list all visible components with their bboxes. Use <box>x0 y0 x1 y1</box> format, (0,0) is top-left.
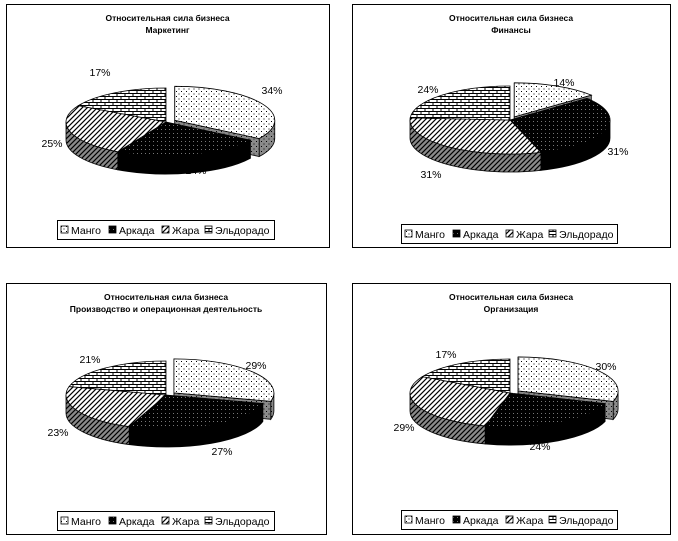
slice-Манго <box>517 356 619 402</box>
legend-label-Манго: Манго <box>71 225 101 237</box>
legend: Манго Аркада Жара Эльдорадо <box>401 224 618 244</box>
pie <box>409 82 611 173</box>
legend-label-Аркада: Аркада <box>463 229 499 241</box>
data-label-Аркада: 31% <box>607 146 628 158</box>
legend-swatch-Аркада <box>108 516 117 525</box>
slice-Аркада <box>116 121 252 157</box>
legend: Манго Аркада Жара Эльдорадо <box>57 511 275 531</box>
chart-title: Относительная сила бизнеса <box>449 13 573 23</box>
legend-label-Эльдорадо: Эльдорадо <box>215 516 270 528</box>
legend-label-Аркада: Аркада <box>463 515 499 527</box>
chart-panel-1: Относительная сила бизнеса Маркетинг 34% 24… <box>6 4 330 248</box>
legend-label-Манго: Манго <box>71 516 101 528</box>
data-label-Эльдорадо: 17% <box>89 67 110 79</box>
legend-label-Жара: Жара <box>172 516 199 528</box>
chart-panel-4: Относительная сила бизнеса Организация 30%… <box>352 283 671 535</box>
legend-label-Жара: Жара <box>516 229 543 241</box>
legend-label-Манго: Манго <box>415 515 445 527</box>
legend-label-Аркада: Аркада <box>119 516 155 528</box>
slice-Эльдорадо <box>409 85 511 121</box>
slice-Жара <box>409 117 542 155</box>
legend-label-Эльдорадо: Эльдорадо <box>215 225 270 237</box>
chart-title: Относительная сила бизнеса <box>104 292 228 302</box>
chart-subtitle: Финансы <box>491 25 530 35</box>
data-label-Манго: 29% <box>245 360 266 372</box>
legend-label-Эльдорадо: Эльдорадо <box>559 515 614 527</box>
data-label-Эльдорадо: 21% <box>79 354 100 366</box>
legend-swatch-Эльдорадо <box>204 516 213 525</box>
legend-swatch-Аркада <box>452 515 461 524</box>
slice-Манго <box>173 358 275 402</box>
slice-Аркада <box>128 394 264 430</box>
legend-swatch-Эльдорадо <box>548 515 557 524</box>
data-label-Аркада: 24% <box>529 441 550 453</box>
pie <box>65 358 275 448</box>
legend-label-Жара: Жара <box>172 225 199 237</box>
data-label-Жара: 31% <box>420 169 441 181</box>
data-label-Жара: 25% <box>41 138 62 150</box>
slice-Манго <box>174 85 276 139</box>
chart-subtitle: Производство и операционная деятельность <box>70 304 262 314</box>
legend-swatch-Аркада <box>108 225 117 234</box>
slice-Эльдорадо <box>68 360 167 396</box>
legend-swatch-Эльдорадо <box>204 225 213 234</box>
data-label-Эльдорадо: 24% <box>417 84 438 96</box>
legend-swatch-Манго <box>404 515 413 524</box>
legend: Манго Аркада Жара Эльдорадо <box>57 220 275 240</box>
legend-label-Аркада: Аркада <box>119 225 155 237</box>
pie <box>65 85 276 175</box>
slice-Манго <box>513 82 593 118</box>
data-label-Жара: 23% <box>47 427 68 439</box>
legend-label-Манго: Манго <box>415 229 445 241</box>
slice-Аркада <box>484 392 606 428</box>
legend-swatch-Жара <box>505 229 514 238</box>
pie <box>409 356 619 446</box>
legend-swatch-Жара <box>505 515 514 524</box>
data-label-Манго: 14% <box>553 77 574 89</box>
slice-Эльдорадо <box>421 358 511 394</box>
slice-Жара <box>65 386 167 428</box>
data-label-Манго: 30% <box>595 361 616 373</box>
data-label-Эльдорадо: 17% <box>435 349 456 361</box>
legend-label-Жара: Жара <box>516 515 543 527</box>
slice-Жара <box>65 105 168 153</box>
legend-swatch-Манго <box>60 516 69 525</box>
chart-panel-2: Относительная сила бизнеса Финансы 14% 31% 3… <box>352 4 671 248</box>
chart-subtitle: Организация <box>484 304 539 314</box>
data-label-Манго: 34% <box>261 85 282 97</box>
chart-title: Относительная сила бизнеса <box>105 13 229 23</box>
legend-swatch-Жара <box>161 516 170 525</box>
chart-subtitle: Маркетинг <box>145 25 189 35</box>
legend-label-Эльдорадо: Эльдорадо <box>559 229 614 241</box>
legend: Манго Аркада Жара Эльдорадо <box>401 510 618 530</box>
legend-swatch-Эльдорадо <box>548 229 557 238</box>
slice-Жара <box>409 376 511 427</box>
legend-swatch-Манго <box>60 225 69 234</box>
legend-swatch-Аркада <box>452 229 461 238</box>
data-label-Аркада: 27% <box>211 446 232 458</box>
data-label-Аркада: 24% <box>185 165 206 177</box>
legend-swatch-Жара <box>161 225 170 234</box>
legend-swatch-Манго <box>404 229 413 238</box>
chart-panel-3: Относительная сила бизнеса Производство и… <box>6 283 327 535</box>
slice-Аркада <box>509 97 611 153</box>
slice-Эльдорадо <box>77 87 167 123</box>
chart-title: Относительная сила бизнеса <box>449 292 573 302</box>
data-label-Жара: 29% <box>393 422 414 434</box>
